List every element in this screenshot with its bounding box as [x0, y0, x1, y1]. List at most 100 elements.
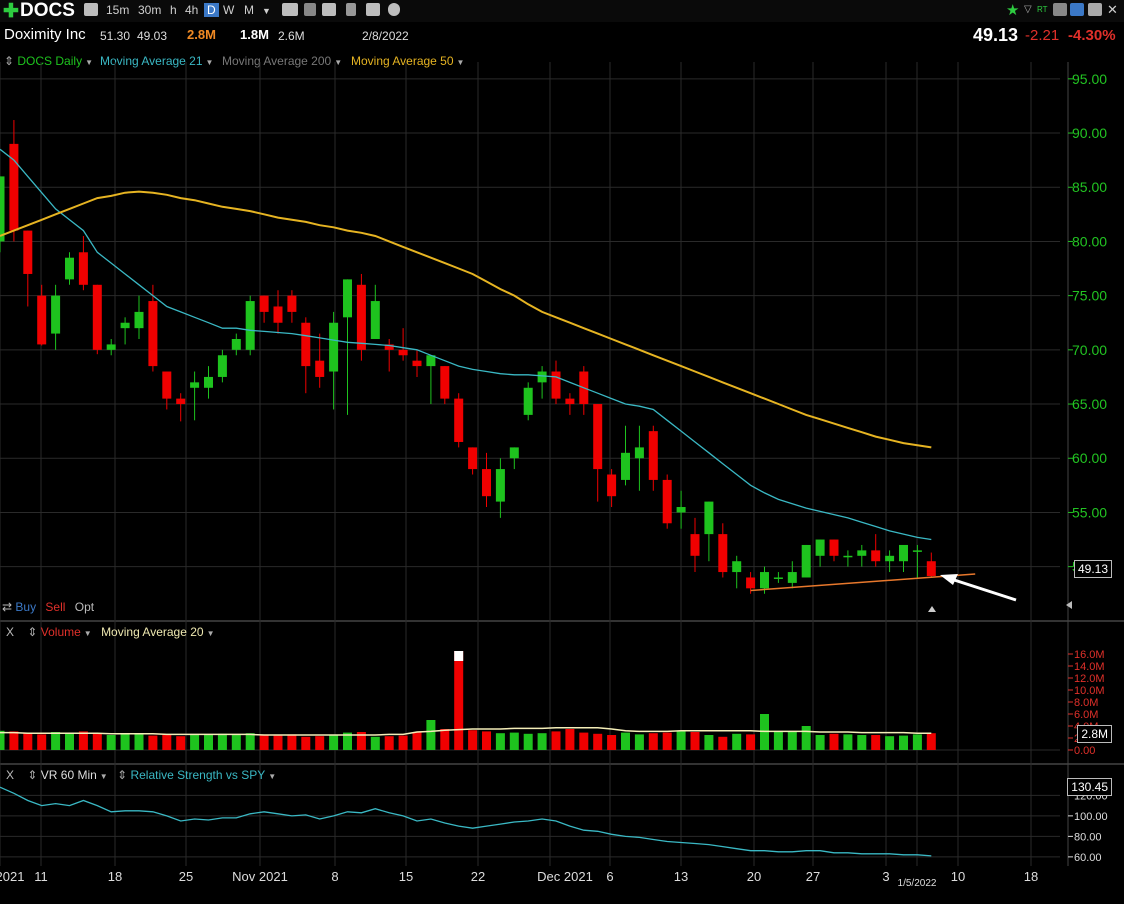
candle-up: [537, 371, 547, 383]
x-axis-label: 22: [471, 869, 485, 884]
candle-up: [634, 447, 644, 459]
candle-up: [190, 382, 200, 388]
interval-m[interactable]: M: [244, 3, 254, 17]
x-axis-label: Nov 2021: [232, 869, 288, 884]
annotation-arrow-head[interactable]: [940, 574, 958, 585]
rs-sort-icon: ⇕: [27, 768, 38, 782]
candle-up: [857, 550, 867, 556]
add-symbol-icon[interactable]: ✚: [3, 1, 19, 22]
candle-up: [732, 561, 742, 573]
volume-caret-icon: ▼: [83, 629, 92, 638]
bars-icon[interactable]: [304, 3, 316, 16]
candle-up: [676, 507, 686, 513]
candle-down: [78, 252, 88, 285]
axis-caret-icon[interactable]: [1066, 601, 1072, 609]
candle-down: [37, 295, 47, 345]
volume-close-button[interactable]: X: [6, 625, 15, 639]
filter-icon[interactable]: ▽: [1024, 4, 1032, 15]
candle-up: [899, 544, 908, 562]
interval-w[interactable]: W: [223, 3, 235, 17]
rs-tick-label: 60.00: [1074, 852, 1102, 864]
opt-button[interactable]: Opt: [74, 600, 95, 614]
interval-h[interactable]: h: [170, 3, 177, 17]
share-icon[interactable]: [388, 3, 400, 16]
candle-up: [106, 344, 116, 350]
volume-bar: [440, 729, 450, 750]
volume-bar: [370, 736, 380, 750]
interval-dropdown-icon[interactable]: ▼: [262, 6, 271, 16]
legend-ma21[interactable]: Moving Average 21 ▼: [100, 54, 213, 68]
volume-tick-label: 0.00: [1074, 745, 1095, 757]
candle-down: [648, 431, 658, 480]
rs-last-pill: 130.45: [1067, 778, 1112, 796]
candle-down: [607, 474, 617, 497]
rs-panel-header: X ⇕ VR 60 Min ▼ ⇕ Relative Strength vs SP…: [6, 768, 276, 782]
candle-down: [301, 322, 311, 367]
candle-up: [65, 257, 74, 280]
candle-up: [231, 339, 241, 350]
volume-bar: [579, 732, 589, 750]
candle-down: [565, 398, 575, 405]
interval-15m[interactable]: 15m: [106, 3, 130, 17]
favorite-star-icon[interactable]: ★: [1006, 2, 1020, 19]
candle-up: [329, 322, 339, 372]
sell-button[interactable]: Sell: [45, 600, 66, 614]
rs-close-button[interactable]: X: [6, 768, 15, 782]
volume-bar: [801, 726, 811, 750]
legend-series-label: DOCS Daily: [17, 54, 83, 68]
layout-icon[interactable]: [1053, 3, 1067, 16]
candle-up: [801, 544, 811, 578]
legend-ma200[interactable]: Moving Average 200 ▼: [222, 54, 342, 68]
x-axis-label: Dec 2021: [537, 869, 593, 884]
legend-ma50-label: Moving Average 50: [351, 54, 454, 68]
volume-bar: [593, 733, 603, 750]
x-axis-label: 11: [34, 869, 48, 884]
candle-up: [495, 469, 505, 502]
snap-icon[interactable]: [1070, 3, 1084, 16]
symbol-label[interactable]: DOCS: [20, 0, 75, 21]
candle-down: [829, 539, 839, 556]
close-icon[interactable]: ✕: [1107, 2, 1118, 17]
candle-up: [204, 376, 213, 388]
volume-spike-cap: [454, 651, 464, 661]
window-icon[interactable]: [1088, 3, 1102, 16]
compare-icon[interactable]: [84, 3, 98, 16]
volume-ma-line: [0, 727, 932, 736]
volume-bar: [648, 733, 658, 750]
volume-title[interactable]: Volume: [40, 625, 81, 639]
annotation-arrow-shaft[interactable]: [947, 576, 1017, 602]
vr-caret-icon: ▼: [99, 772, 108, 781]
volume-bar: [120, 734, 130, 750]
interval-30m[interactable]: 30m: [138, 3, 162, 17]
volume-panel-header: X ⇕ Volume ▼ Moving Average 20 ▼: [6, 625, 215, 639]
trendline[interactable]: [750, 573, 976, 592]
price-tick-label: 70.00: [1072, 342, 1107, 358]
volume-ma-label[interactable]: Moving Average 20: [101, 625, 204, 639]
candle-up: [370, 301, 380, 339]
x-axis-label: 15: [399, 869, 413, 884]
rs-title[interactable]: Relative Strength vs SPY: [130, 768, 266, 782]
interval-d[interactable]: D: [204, 3, 219, 17]
interval-4h[interactable]: 4h: [185, 3, 199, 17]
buy-button[interactable]: Buy: [15, 600, 37, 614]
note-icon[interactable]: [366, 3, 380, 16]
volume-bar: [690, 732, 700, 750]
vr-label[interactable]: VR 60 Min: [40, 768, 97, 782]
x-axis-label: 3: [882, 869, 889, 884]
volume-bar: [65, 733, 74, 750]
candle-down: [454, 398, 464, 442]
chart-type-icon[interactable]: [282, 3, 298, 16]
legend-ma50[interactable]: Moving Average 50 ▼: [351, 54, 464, 68]
volume-bar: [718, 736, 728, 750]
draw-icon[interactable]: [346, 3, 356, 16]
candle-up: [0, 176, 5, 242]
indicator-icon[interactable]: [322, 3, 336, 16]
volume-bar: [676, 731, 686, 750]
rt-icon[interactable]: RT: [1037, 5, 1048, 14]
legend-series[interactable]: ⇕ DOCS Daily ▼: [4, 54, 93, 68]
price-tick-label: 55.00: [1072, 504, 1107, 520]
volume-bar: [148, 735, 158, 750]
scroll-marker-icon[interactable]: [928, 606, 936, 612]
ma50-line: [0, 190, 932, 449]
